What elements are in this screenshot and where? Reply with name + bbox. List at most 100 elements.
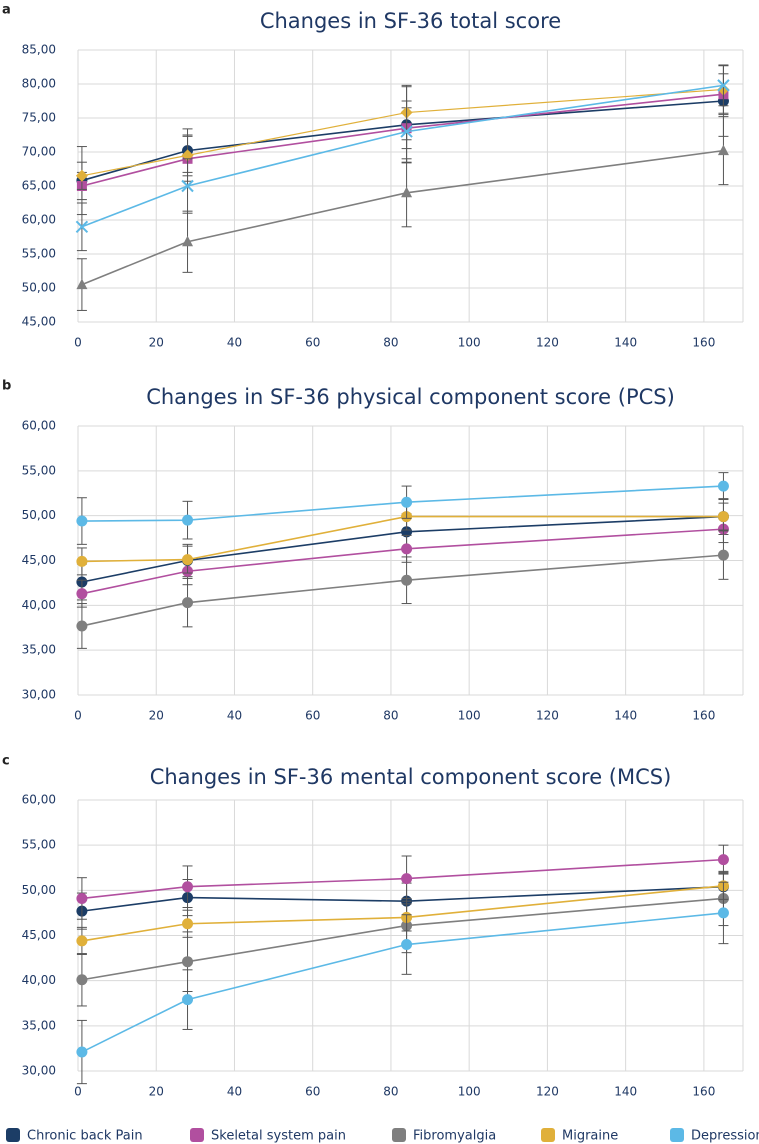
x-tick-label: 60 [305,709,320,723]
data-point-stroke-b [717,79,730,92]
data-point [400,125,413,138]
data-point [76,620,88,632]
data-point [76,555,88,567]
panel-letter: c [2,754,10,769]
series-line [81,897,724,981]
x-tick-label: 20 [149,1085,164,1099]
panel-letter: b [2,379,11,394]
series-line [81,554,724,627]
x-tick-label: 100 [458,1085,481,1099]
series-line [81,93,724,187]
series-line [81,885,724,912]
y-tick-label: 55,00 [22,838,56,852]
legend-item-chronic-back-pain: Chronic back Pain [6,1128,143,1144]
x-tick-label: 0 [74,709,82,723]
legend-item-migraine: Migraine [541,1128,618,1144]
series-depression [76,472,729,545]
y-tick-label: 50,00 [22,281,56,295]
series-depression [75,64,730,252]
data-point [182,514,194,526]
legend-label: Chronic back Pain [27,1129,143,1144]
data-point [75,169,88,182]
x-tick-label: 60 [305,1085,320,1099]
data-point [182,994,194,1006]
x-tick-label: 40 [227,1085,242,1099]
legend-item-depression: Depression [670,1128,759,1144]
data-point [182,918,194,930]
panel-letter: a [2,3,11,18]
y-tick-label: 40,00 [22,598,56,612]
legend-swatch [190,1128,204,1142]
y-tick-label: 60,00 [22,793,56,807]
x-tick-label: 40 [227,709,242,723]
chart-panel-c: c Changes in SF-36 mental component score… [2,754,744,1099]
data-point [717,854,729,866]
y-tick-label: 30,00 [22,688,56,702]
y-tick-label: 50,00 [22,883,56,897]
legend-label: Skeletal system pain [211,1129,346,1144]
series-line [81,485,724,522]
y-tick-label: 65,00 [22,179,56,193]
y-tick-label: 45,00 [22,928,56,942]
data-point [401,496,413,508]
data-point-stroke-b [181,179,194,193]
chart-title: Changes in SF-36 total score [260,9,561,33]
x-tick-label: 120 [536,336,559,350]
data-point [182,554,194,566]
y-tick-label: 75,00 [22,111,56,125]
x-tick-label: 160 [692,1085,715,1099]
grid [77,799,744,1072]
y-tick-label: 45,00 [22,553,56,567]
chart-panel-a: a Changes in SF-36 total score 45,00 50,00 5… [2,3,744,350]
legend-swatch [541,1128,555,1142]
data-point [401,526,413,538]
x-tick-label: 160 [692,336,715,350]
y-tick-label: 40,00 [22,973,56,987]
data-point-stroke-b [75,220,89,234]
x-tick-label: 140 [614,709,637,723]
series-depression [76,881,729,1085]
data-point [76,515,88,527]
series-line [81,515,724,563]
x-tick-label: 80 [383,1085,398,1099]
data-point [717,511,729,523]
x-tick-label: 40 [227,336,242,350]
data-point [401,939,413,951]
data-point [717,144,729,156]
series-line [81,858,724,900]
data-point [182,235,194,247]
y-tick-label: 85,00 [22,43,56,57]
data-point [717,907,729,919]
series-line [81,88,724,177]
series-migraine [76,502,729,576]
x-tick-label: 160 [692,709,715,723]
y-tick-label: 30,00 [22,1064,56,1078]
legend-swatch [392,1128,406,1142]
data-point [75,220,89,234]
series-line [81,149,724,286]
legend-item-fibromyalgia: Fibromyalgia [392,1128,496,1144]
data-point [181,179,194,193]
series-fibromyalgia [76,116,729,311]
x-tick-label: 100 [458,709,481,723]
series-line [81,84,724,228]
y-tick-label: 45,00 [22,315,56,329]
data-point [76,1046,88,1058]
y-tick-label: 60,00 [22,419,56,433]
legend-label: Fibromyalgia [413,1129,496,1144]
data-point-stroke-b [400,125,413,138]
x-tick-label: 20 [149,336,164,350]
series-line [81,885,724,942]
data-point [717,549,729,561]
x-tick-label: 120 [536,1085,559,1099]
y-tick-label: 35,00 [22,1018,56,1032]
data-point [76,892,88,904]
x-tick-label: 140 [614,336,637,350]
legend-label: Depression [691,1129,759,1144]
y-tick-label: 55,00 [22,463,56,477]
legend: Chronic back Pain Skeletal system pain Fib… [6,1128,759,1144]
data-point [401,186,413,198]
data-point [76,974,88,986]
data-point [401,543,413,555]
